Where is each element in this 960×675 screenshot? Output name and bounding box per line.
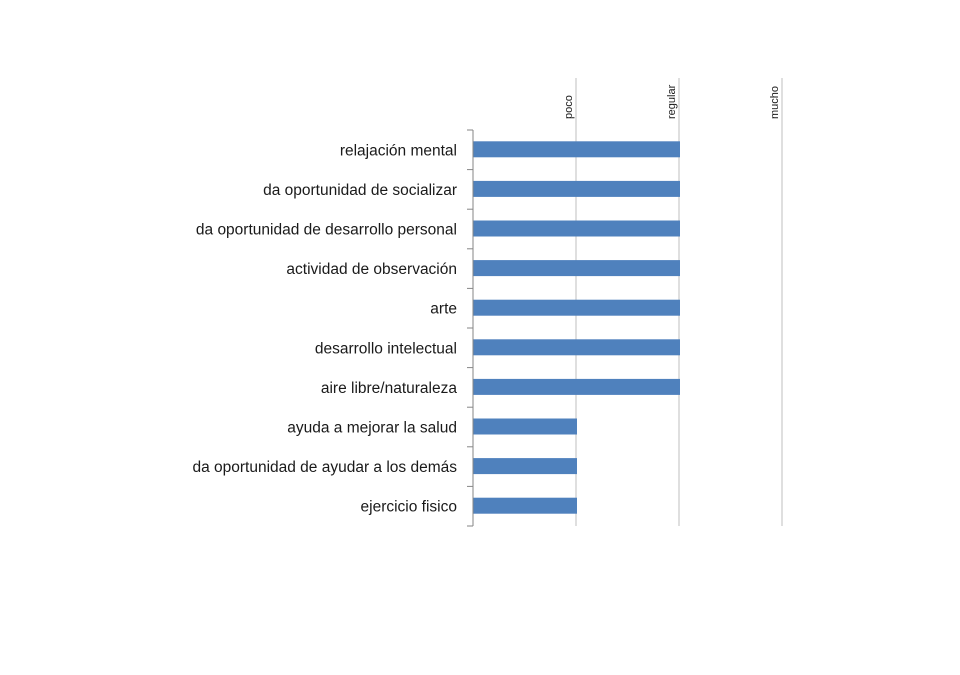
value-tick-labels: poco regular mucho bbox=[563, 84, 781, 119]
category-labels: relajación mental da oportunidad de socia… bbox=[192, 142, 457, 515]
bar bbox=[473, 418, 577, 435]
bar bbox=[473, 458, 577, 475]
category-label: relajación mental bbox=[340, 142, 457, 159]
category-label: da oportunidad de desarrollo personal bbox=[196, 222, 457, 239]
bar bbox=[473, 378, 680, 395]
bar bbox=[473, 260, 680, 277]
tick-label-regular: regular bbox=[666, 84, 678, 119]
bar bbox=[473, 339, 680, 356]
category-label: da oportunidad de socializar bbox=[263, 182, 457, 199]
category-label: ayuda a mejorar la salud bbox=[287, 420, 457, 437]
category-label: aire libre/naturaleza bbox=[321, 380, 458, 397]
tick-label-poco: poco bbox=[563, 95, 575, 119]
bar bbox=[473, 497, 577, 514]
category-label: desarrollo intelectual bbox=[315, 340, 457, 357]
bar bbox=[473, 141, 680, 158]
category-label: ejercicio fisico bbox=[361, 499, 457, 516]
bars bbox=[473, 141, 680, 514]
tick-label-mucho: mucho bbox=[769, 86, 781, 119]
category-label: arte bbox=[430, 301, 457, 318]
bar bbox=[473, 220, 680, 237]
category-axis bbox=[467, 129, 474, 527]
bar bbox=[473, 299, 680, 316]
category-label: actividad de observación bbox=[286, 261, 457, 278]
category-label: da oportunidad de ayudar a los demás bbox=[192, 459, 457, 476]
bar bbox=[473, 180, 680, 197]
